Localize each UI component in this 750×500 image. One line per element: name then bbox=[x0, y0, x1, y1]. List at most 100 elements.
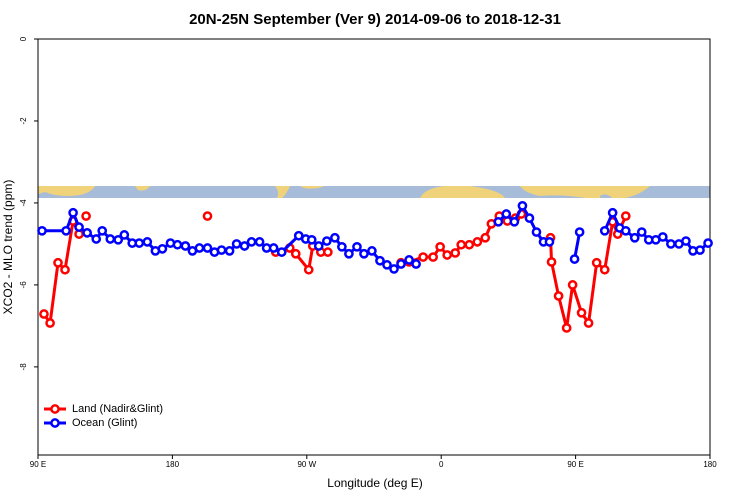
data-point bbox=[268, 243, 279, 253]
data-point bbox=[119, 230, 130, 240]
data-point bbox=[607, 207, 618, 218]
data-point bbox=[418, 252, 428, 262]
data-point bbox=[472, 237, 483, 247]
data-point bbox=[82, 228, 92, 238]
data-point bbox=[583, 318, 594, 328]
data-point bbox=[591, 257, 602, 268]
data-point bbox=[657, 232, 668, 242]
data-point bbox=[382, 259, 392, 270]
data-point bbox=[396, 259, 406, 269]
y-tick-label: -2 bbox=[19, 117, 28, 125]
data-point bbox=[703, 238, 713, 248]
data-point bbox=[681, 236, 691, 246]
data-point bbox=[442, 250, 453, 260]
data-point bbox=[254, 237, 265, 247]
data-point bbox=[352, 241, 362, 252]
data-point bbox=[428, 252, 438, 262]
data-point bbox=[105, 234, 116, 244]
data-point bbox=[576, 307, 587, 318]
data-point bbox=[216, 245, 227, 255]
data-point bbox=[509, 216, 520, 227]
data-point bbox=[60, 264, 70, 275]
data-point bbox=[224, 246, 235, 256]
data-point bbox=[620, 211, 631, 221]
data-point bbox=[172, 239, 183, 250]
data-point bbox=[695, 245, 705, 255]
data-point bbox=[180, 241, 191, 251]
y-tick-label: 0 bbox=[19, 36, 28, 41]
data-point bbox=[359, 248, 369, 259]
data-point bbox=[246, 237, 257, 247]
data-point bbox=[276, 247, 287, 257]
legend-marker bbox=[50, 404, 60, 414]
data-point bbox=[411, 259, 421, 269]
data-point bbox=[344, 248, 354, 259]
data-point bbox=[142, 237, 153, 247]
data-point bbox=[231, 239, 242, 249]
data-point bbox=[574, 227, 585, 237]
legend-marker bbox=[50, 418, 60, 428]
data-point bbox=[561, 323, 572, 333]
chart-title: 20N-25N September (Ver 9) 2014-09-06 to … bbox=[189, 11, 561, 28]
data-point bbox=[501, 209, 512, 219]
data-point bbox=[68, 207, 78, 218]
data-point bbox=[636, 227, 647, 237]
data-point bbox=[666, 239, 676, 249]
x-tick-label: 180 bbox=[166, 460, 180, 469]
x-tick-label: 0 bbox=[439, 460, 444, 469]
data-point bbox=[290, 248, 301, 259]
data-point bbox=[599, 264, 610, 275]
x-tick-label: 90 E bbox=[30, 460, 46, 469]
data-point bbox=[194, 243, 205, 253]
y-tick-label: -4 bbox=[19, 199, 28, 207]
data-point bbox=[81, 211, 91, 221]
data-point bbox=[113, 234, 124, 245]
data-point bbox=[306, 234, 317, 245]
data-point bbox=[91, 234, 102, 244]
data-point bbox=[599, 225, 610, 236]
data-point bbox=[404, 255, 414, 265]
data-point bbox=[330, 232, 340, 243]
y-axis-label: XCO2 - MLO trend (ppm) bbox=[1, 180, 15, 315]
data-point bbox=[567, 280, 578, 290]
data-point bbox=[74, 222, 84, 232]
data-point bbox=[39, 309, 49, 319]
data-point bbox=[202, 243, 213, 253]
data-point bbox=[546, 257, 557, 267]
data-point bbox=[517, 200, 528, 211]
legend-label: Land (Nadir&Glint) bbox=[72, 403, 163, 415]
data-point bbox=[464, 239, 475, 250]
data-point bbox=[375, 255, 385, 266]
legend-label: Ocean (Glint) bbox=[72, 417, 137, 429]
data-point bbox=[202, 211, 213, 221]
data-point bbox=[337, 241, 347, 252]
x-tick-label: 180 bbox=[703, 460, 717, 469]
map-strip bbox=[38, 186, 710, 198]
x-tick-label: 90 E bbox=[567, 460, 583, 469]
x-tick-label: 90 W bbox=[297, 460, 316, 469]
y-tick-label: -6 bbox=[19, 281, 28, 289]
data-point bbox=[450, 248, 461, 258]
data-point bbox=[480, 232, 491, 243]
data-point bbox=[134, 238, 145, 248]
series-line bbox=[42, 202, 710, 271]
legend: Land (Nadir&Glint) Ocean (Glint) bbox=[44, 403, 163, 429]
data-point bbox=[389, 264, 399, 274]
data-point bbox=[53, 257, 63, 268]
data-point bbox=[157, 243, 168, 254]
data-point bbox=[313, 241, 324, 251]
data-point bbox=[367, 246, 377, 256]
y-tick-label: -8 bbox=[19, 363, 28, 371]
data-point bbox=[37, 225, 47, 236]
data-point bbox=[303, 264, 314, 275]
data-point bbox=[321, 236, 332, 246]
data-point bbox=[239, 241, 250, 251]
data-point bbox=[435, 241, 446, 252]
data-point bbox=[620, 225, 631, 236]
data-point bbox=[323, 247, 333, 257]
data-point bbox=[629, 232, 640, 243]
data-point bbox=[456, 239, 467, 250]
data-point bbox=[524, 213, 535, 223]
